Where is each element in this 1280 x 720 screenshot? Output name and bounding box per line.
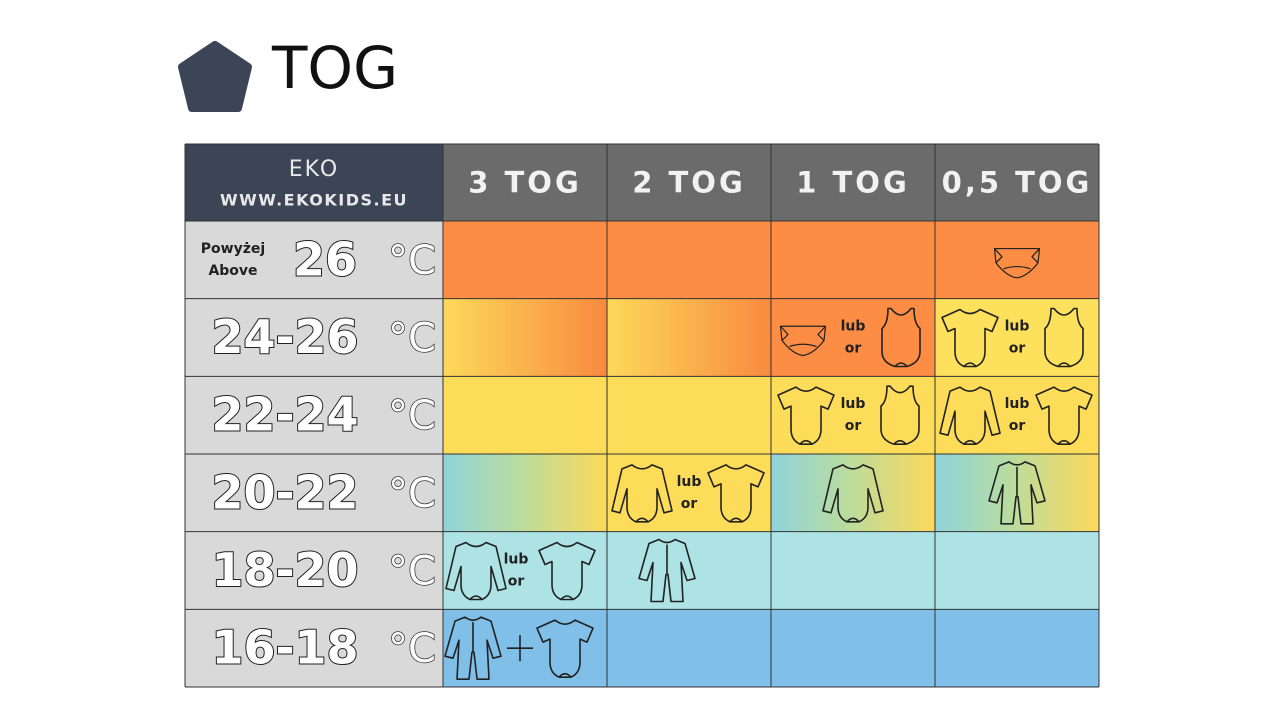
longsleeve-icon: [611, 464, 673, 523]
sleepsuit-icon: [988, 461, 1046, 525]
tog-cell: [771, 221, 935, 299]
temperature-unit: °C: [388, 626, 436, 672]
diaper-icon: [779, 325, 827, 357]
tog-cell: [443, 454, 607, 532]
tog-cell: [443, 376, 607, 454]
temperature-unit: °C: [388, 471, 436, 517]
row-label-cell: [185, 531, 443, 610]
tog-cell: [443, 298, 607, 377]
title-icon: [178, 41, 252, 112]
conjunction: lub: [677, 474, 702, 490]
conjunction: lub: [1005, 319, 1030, 335]
row-label-cell: [185, 609, 443, 687]
longsleeve-icon: [822, 464, 884, 523]
temperature-unit: °C: [388, 316, 436, 362]
tog-cell: [935, 609, 1099, 687]
sleepsuit-icon: [638, 538, 696, 603]
sleeveless-icon: [881, 307, 921, 368]
body-icon: [941, 308, 999, 368]
temperature-range: 24-26: [211, 310, 358, 364]
row-prefix: Above: [208, 263, 257, 279]
conjunction: or: [681, 496, 698, 512]
body-icon: [777, 386, 835, 445]
column-header: 2 TOG: [632, 166, 746, 200]
conjunction: or: [508, 574, 525, 590]
column-header-cell: [607, 144, 771, 221]
brand-name: EKO: [289, 157, 339, 182]
tog-cell: [607, 298, 771, 377]
tog-cell: [771, 454, 935, 532]
row-label-cell: [185, 454, 443, 532]
temperature-range: 26: [293, 232, 357, 286]
body-icon: [707, 464, 765, 523]
row-label-cell: [185, 298, 443, 377]
conjunction: lub: [841, 396, 866, 412]
temperature-unit: °C: [388, 393, 436, 439]
row-prefix: Powyżej: [201, 241, 265, 257]
conjunction: or: [845, 341, 862, 357]
column-header-cell: [935, 144, 1099, 221]
brand-url: WWW.EKOKIDS.EU: [220, 191, 408, 210]
plus-icon: [507, 635, 533, 662]
temperature-range: 22-24: [211, 388, 358, 442]
row-label-cell: [185, 376, 443, 454]
column-header: 3 TOG: [468, 166, 582, 200]
conjunction: or: [1009, 418, 1026, 434]
sleepsuit-icon: [444, 616, 502, 680]
conjunction: lub: [841, 319, 866, 335]
temperature-range: 20-22: [211, 465, 358, 519]
tog-cell: [443, 221, 607, 299]
temperature-range: 18-20: [211, 543, 358, 597]
tog-cell: [935, 531, 1099, 610]
longsleeve-icon: [939, 386, 1001, 445]
body-icon: [538, 541, 596, 601]
column-header: 0,5 TOG: [942, 166, 1093, 200]
page-title: TOG: [271, 34, 398, 102]
tog-cell: [607, 531, 771, 610]
tog-table: EKO WWW.EKOKIDS.EU 3 TOG 2 TOG 1 TOG 0,5 TOG P…: [184, 143, 1100, 688]
tog-cell: [935, 221, 1099, 299]
brand-cell: [185, 144, 443, 221]
longsleeve-icon: [445, 541, 507, 601]
column-header-cell: [443, 144, 607, 221]
temperature-range: 16-18: [211, 621, 358, 675]
tog-cell: [607, 376, 771, 454]
conjunction: lub: [504, 552, 529, 568]
conjunction: or: [845, 418, 862, 434]
tog-cell: [607, 221, 771, 299]
tog-cell: [607, 609, 771, 687]
body-icon: [1035, 386, 1093, 445]
body-icon: [536, 619, 594, 678]
temperature-unit: °C: [388, 549, 436, 595]
column-header: 1 TOG: [796, 166, 910, 200]
sleeveless-icon: [880, 385, 920, 445]
conjunction: lub: [1005, 396, 1030, 412]
sleeveless-icon: [1044, 307, 1084, 368]
column-header-cell: [771, 144, 935, 221]
conjunction: or: [1009, 341, 1026, 357]
temperature-unit: °C: [388, 238, 436, 284]
row-label-cell: [185, 221, 443, 299]
tog-cell: [771, 609, 935, 687]
diaper-icon: [993, 247, 1041, 279]
tog-cell: [771, 531, 935, 610]
